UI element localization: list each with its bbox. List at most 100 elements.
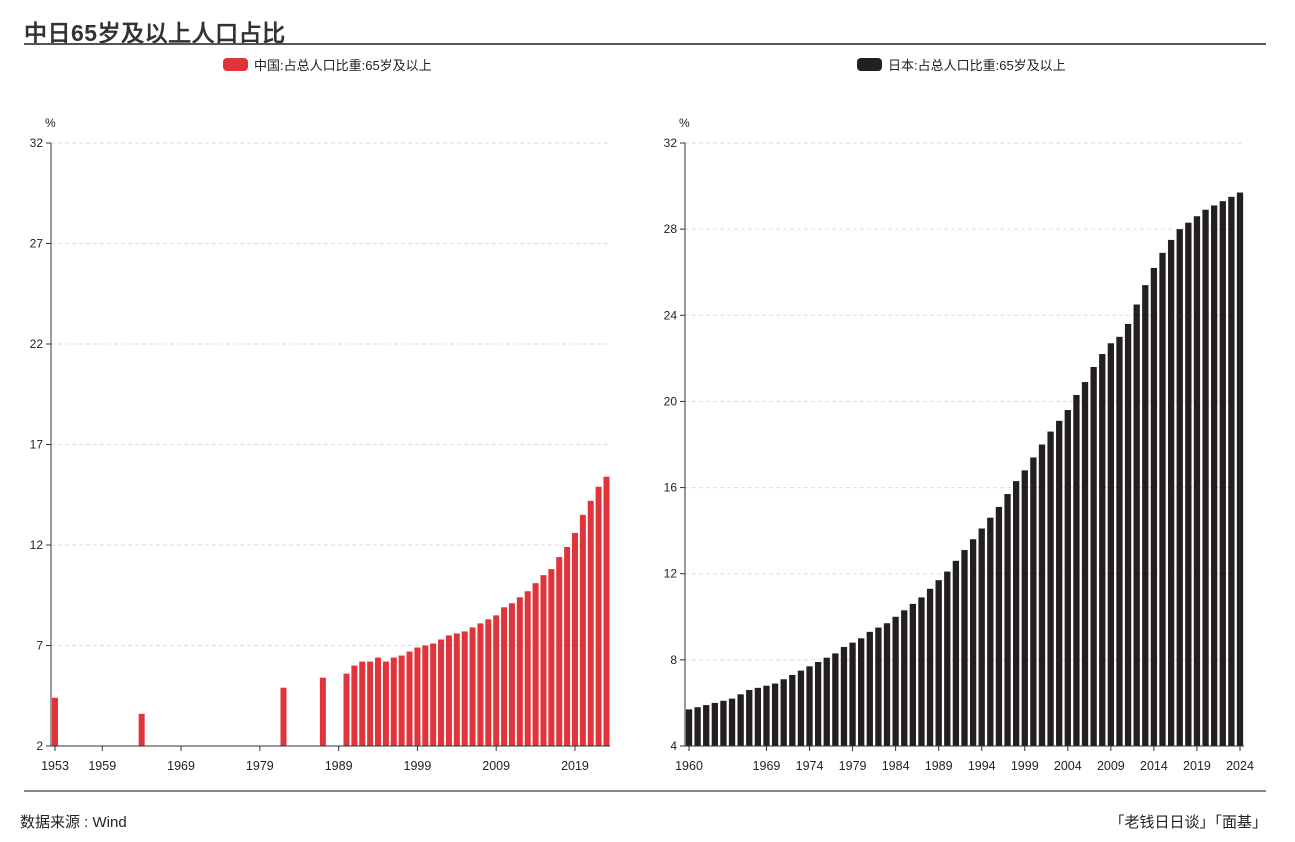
japan-bar-2007: [1090, 366, 1097, 746]
japan-bar-1987: [918, 597, 925, 746]
japan-x-tick-label: 1974: [796, 759, 824, 773]
japan-bar-2002: [1047, 431, 1054, 746]
china-bar-1992: [359, 661, 366, 746]
japan-bar-1992: [961, 550, 968, 746]
japan-bar-1984: [892, 616, 899, 746]
japan-bar-2003: [1056, 420, 1063, 746]
japan-bar-2012: [1133, 304, 1140, 746]
china-y-tick-label: 12: [30, 538, 44, 552]
japan-bar-1998: [1013, 481, 1020, 746]
japan-bar-2019: [1193, 216, 1201, 746]
china-legend-swatch: [223, 58, 248, 71]
japan-bar-1967: [746, 690, 753, 746]
china-bar-2004: [453, 633, 460, 746]
japan-bar-1996: [995, 506, 1003, 746]
japan-bar-1976: [823, 657, 830, 746]
japan-x-tick-label: 1984: [882, 759, 910, 773]
china-x-tick-label: 1959: [88, 759, 116, 773]
page-title: 中日65岁及以上人口占比: [24, 20, 286, 46]
china-y-tick-label: 32: [30, 136, 44, 150]
brand-credit: 「老钱日日谈」「面基」: [1109, 814, 1267, 831]
china-unit-label: %: [45, 116, 56, 130]
china-y-tick-label: 27: [30, 237, 44, 251]
japan-x-tick-label: 2004: [1054, 759, 1082, 773]
china-y-tick-label: 22: [30, 337, 44, 351]
china-bar-2018: [564, 547, 571, 746]
japan-unit-label: %: [679, 116, 690, 130]
china-bar-1991: [351, 665, 358, 746]
china-bar-1982: [280, 687, 287, 746]
japan-bar-1968: [754, 687, 762, 746]
china-bar-2003: [445, 635, 452, 746]
japan-bar-1960: [685, 709, 693, 746]
japan-bar-2021: [1211, 205, 1218, 747]
japan-y-tick-label: 28: [664, 222, 678, 236]
data-source: 数据来源 : Wind: [20, 814, 127, 831]
japan-x-tick-label: 1989: [925, 759, 953, 773]
china-bar-1964: [138, 713, 145, 746]
china-bar-2014: [532, 583, 539, 746]
japan-legend: 日本:占总人口比重:65岁及以上: [857, 55, 1066, 74]
china-bar-2010: [501, 607, 508, 746]
japan-bar-1980: [858, 638, 865, 746]
china-x-tick-label: 1979: [246, 759, 274, 773]
china-bar-1998: [406, 651, 413, 746]
japan-bar-2014: [1150, 267, 1158, 746]
japan-bar-2022: [1219, 201, 1226, 746]
china-bar-1953: [52, 697, 58, 746]
japan-bar-1985: [901, 610, 908, 746]
japan-bar-2020: [1202, 209, 1209, 746]
title-rule: [24, 43, 1266, 45]
japan-bar-1989: [935, 580, 942, 746]
japan-bar-1999: [1021, 470, 1028, 746]
japan-bar-1977: [832, 653, 839, 746]
china-bar-1995: [382, 661, 389, 746]
japan-bar-1979: [849, 642, 856, 746]
japan-bar-2018: [1185, 222, 1192, 747]
china-bar-2023: [603, 476, 610, 746]
japan-bar-2017: [1176, 229, 1183, 747]
china-bar-2015: [540, 575, 547, 746]
japan-x-tick-label: 1979: [839, 759, 867, 773]
japan-bar-1962: [703, 705, 710, 746]
japan-bar-2023: [1228, 196, 1235, 746]
china-bar-1990: [343, 673, 350, 746]
china-bar-2022: [595, 486, 602, 746]
china-bar-2016: [548, 569, 555, 746]
japan-y-tick-label: 16: [664, 481, 678, 495]
japan-y-tick-label: 8: [670, 653, 677, 667]
china-bar-1997: [398, 655, 405, 746]
china-y-tick-label: 17: [30, 438, 44, 452]
japan-bar-1963: [711, 702, 718, 746]
china-legend-label: 中国:占总人口比重:65岁及以上: [254, 58, 432, 73]
china-x-tick-label: 1999: [404, 759, 432, 773]
footer-rule: [24, 790, 1266, 792]
japan-bar-2008: [1099, 354, 1106, 746]
china-y-tick-label: 7: [36, 639, 43, 653]
japan-bar-1982: [875, 627, 882, 746]
japan-bar-2006: [1081, 382, 1089, 746]
japan-bar-2016: [1167, 239, 1175, 747]
japan-x-tick-label: 2009: [1097, 759, 1125, 773]
china-bar-2017: [556, 557, 563, 746]
china-bar-2012: [516, 597, 523, 746]
china-bar-2013: [524, 591, 531, 746]
china-legend: 中国:占总人口比重:65岁及以上: [223, 55, 432, 74]
japan-bar-1988: [926, 588, 934, 746]
japan-bar-1997: [1004, 494, 1011, 746]
japan-x-tick-label: 1960: [675, 759, 703, 773]
japan-bar-1972: [789, 674, 796, 746]
china-bar-2011: [508, 603, 515, 746]
japan-bar-1978: [840, 646, 848, 746]
japan-bar-2010: [1116, 336, 1123, 746]
china-bar-2009: [493, 615, 500, 746]
japan-bar-1969: [763, 685, 770, 746]
japan-bar-2015: [1159, 252, 1166, 746]
japan-bar-1995: [987, 517, 994, 746]
china-bar-2019: [571, 532, 578, 746]
china-bar-1999: [414, 647, 421, 746]
china-x-tick-label: 1989: [325, 759, 353, 773]
japan-legend-label: 日本:占总人口比重:65岁及以上: [888, 58, 1066, 73]
